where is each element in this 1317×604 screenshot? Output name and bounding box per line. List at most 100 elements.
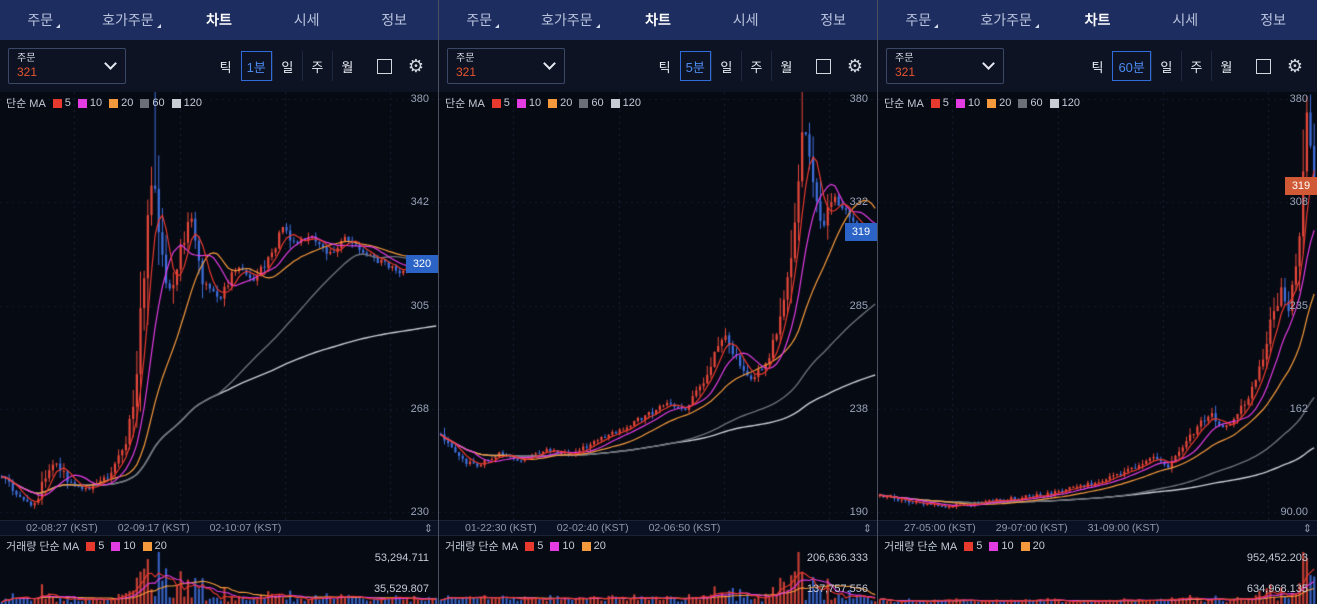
timeframe-1min-button[interactable]: 1분 [240, 51, 272, 81]
price-chart-canvas[interactable] [878, 92, 1316, 520]
ma120-legend-item: 120 [1049, 97, 1080, 109]
settings-button[interactable]: ⚙ [402, 55, 430, 78]
tab-label: 호가주문 [980, 12, 1032, 28]
axis-scale-icon[interactable]: ⇕ [1302, 522, 1312, 535]
tab-bar: 주문 호가주문 차트 시세 정보 [0, 0, 438, 40]
tab-label: 정보 [381, 12, 408, 28]
tab-chart[interactable]: 차트 [1054, 0, 1142, 40]
time-axis[interactable]: 02-08:27 (KST) 02-09:17 (KST) 02-10:07 (… [0, 520, 438, 536]
timeframe-60min-button[interactable]: 60분 [1112, 51, 1151, 81]
y-axis-tick: 380 [410, 93, 429, 105]
symbol-selector[interactable]: 주문 321 [886, 48, 1004, 84]
axis-scale-icon[interactable]: ⇕ [423, 522, 433, 535]
ma5-legend-item: 5 [491, 97, 510, 109]
symbol-selector[interactable]: 주문 321 [8, 48, 126, 84]
timeframe-5min-button[interactable]: 5분 [679, 51, 711, 81]
y-axis-tick: 235 [1289, 299, 1308, 312]
time-axis-label: 02-09:17 (KST) [117, 522, 190, 534]
tab-label: 정보 [1260, 12, 1286, 28]
timeframe-day-button[interactable]: 일 [710, 51, 741, 81]
time-axis[interactable]: 01-22:30 (KST) 02-02:40 (KST) 02-06:50 (… [439, 520, 877, 536]
vol-ma5-legend-item: 5 [86, 540, 104, 552]
price-chart[interactable]: 단순 MA 5 10 20 60 120 380 332 285 238 190… [439, 92, 877, 520]
vol-ma5-swatch-icon [964, 541, 974, 551]
tab-quotes[interactable]: 시세 [1141, 0, 1229, 40]
volume-chart-canvas[interactable] [878, 536, 1316, 604]
chart-panel-1min: 주문 호가주문 차트 시세 정보 주문 321 틱 1분 일 주 월 ⚙ [0, 0, 439, 604]
vol-ma20-swatch-icon [581, 541, 591, 551]
tab-order[interactable]: 주문 [878, 0, 966, 40]
y-axis-tick: 162 [1289, 402, 1308, 415]
volume-pane[interactable]: 거래량 단순 MA 5 10 20 206,636.333 137,757.55… [439, 536, 877, 604]
ma60-swatch-icon [140, 98, 150, 108]
chart-style-button[interactable] [809, 51, 839, 81]
volume-chart-canvas[interactable] [439, 536, 877, 604]
price-chart[interactable]: 단순 MA 5 10 20 60 120 380 308 235 162 90.… [878, 92, 1317, 520]
tab-orderbook-order[interactable]: 호가주문 [88, 0, 176, 40]
timeframe-tick-button[interactable]: 틱 [211, 51, 241, 81]
tab-quotes[interactable]: 시세 [263, 0, 351, 40]
timeframe-tick-button[interactable]: 틱 [650, 51, 680, 81]
tab-orderbook-order[interactable]: 호가주문 [966, 0, 1054, 40]
ma5-swatch-icon [52, 98, 62, 108]
symbol-selector[interactable]: 주문 321 [447, 48, 565, 84]
tab-label: 시세 [1172, 12, 1199, 28]
timeframe-day-button[interactable]: 일 [1150, 51, 1181, 81]
ma10-legend-item: 10 [955, 97, 980, 109]
tab-chart[interactable]: 차트 [175, 0, 263, 40]
time-axis[interactable]: 27-05:00 (KST) 29-07:00 (KST) 31-09:00 (… [878, 520, 1317, 536]
timeframe-week-button[interactable]: 주 [740, 51, 771, 81]
volume-pane[interactable]: 거래량 단순 MA 5 10 20 53,294.711 35,529.807 [0, 536, 438, 604]
chart-toolbar: 주문 321 틱 5분 일 주 월 ⚙ [439, 40, 877, 92]
tab-label: 시세 [293, 12, 320, 28]
ma10-legend-item: 10 [516, 97, 541, 109]
tab-orderbook-order[interactable]: 호가주문 [527, 0, 615, 40]
ma120-legend-item: 120 [171, 97, 202, 109]
tab-order[interactable]: 주문 [0, 0, 88, 40]
tab-chart[interactable]: 차트 [614, 0, 702, 40]
selector-label: 주문 [456, 53, 475, 64]
settings-button[interactable]: ⚙ [841, 55, 869, 78]
tab-info[interactable]: 정보 [1229, 0, 1317, 40]
vol-ma10-legend-item: 10 [111, 540, 136, 552]
volume-axis-value: 137,757.556 [806, 583, 868, 595]
ma5-swatch-icon [491, 98, 501, 108]
timeframe-month-button[interactable]: 월 [331, 51, 362, 81]
selector-value: 321 [456, 65, 477, 79]
volume-chart-canvas[interactable] [0, 536, 438, 604]
chart-style-button[interactable] [370, 51, 400, 81]
tab-quotes[interactable]: 시세 [702, 0, 790, 40]
vol-ma20-swatch-icon [142, 541, 152, 551]
timeframe-week-button[interactable]: 주 [1180, 51, 1211, 81]
tab-label: 정보 [820, 12, 847, 28]
selector-value: 321 [895, 65, 916, 79]
ma5-legend-item: 5 [930, 97, 949, 109]
vol-ma10-legend-item: 10 [550, 540, 575, 552]
tab-label: 주문 [905, 12, 932, 28]
timeframe-day-button[interactable]: 일 [271, 51, 302, 81]
settings-button[interactable]: ⚙ [1281, 55, 1309, 78]
tab-order[interactable]: 주문 [439, 0, 527, 40]
timeframe-week-button[interactable]: 주 [301, 51, 332, 81]
vol-ma20-swatch-icon [1020, 541, 1030, 551]
axis-scale-icon[interactable]: ⇕ [862, 522, 872, 535]
tab-label: 주문 [27, 12, 54, 28]
ma-legend: 단순 MA 5 10 20 60 120 [6, 95, 202, 111]
chart-style-button[interactable] [1249, 51, 1279, 81]
price-chart[interactable]: 단순 MA 5 10 20 60 120 380 342 305 268 230… [0, 92, 438, 520]
ma-legend: 단순 MA 5 10 20 60 120 [884, 95, 1080, 111]
timeframe-month-button[interactable]: 월 [1210, 51, 1241, 81]
price-chart-canvas[interactable] [0, 92, 438, 520]
y-axis-tick: 90.00 [1280, 506, 1308, 518]
volume-pane[interactable]: 거래량 단순 MA 5 10 20 952,452.203 634,968.13… [878, 536, 1317, 604]
selector-value: 321 [17, 65, 38, 79]
gear-icon: ⚙ [407, 55, 424, 76]
time-axis-label: 02-08:27 (KST) [26, 522, 98, 534]
timeframe-tick-button[interactable]: 틱 [1082, 51, 1112, 81]
timeframe-month-button[interactable]: 월 [770, 51, 801, 81]
price-chart-canvas[interactable] [439, 92, 877, 520]
tab-info[interactable]: 정보 [789, 0, 877, 40]
tab-label: 주문 [466, 12, 493, 28]
tab-info[interactable]: 정보 [350, 0, 438, 40]
